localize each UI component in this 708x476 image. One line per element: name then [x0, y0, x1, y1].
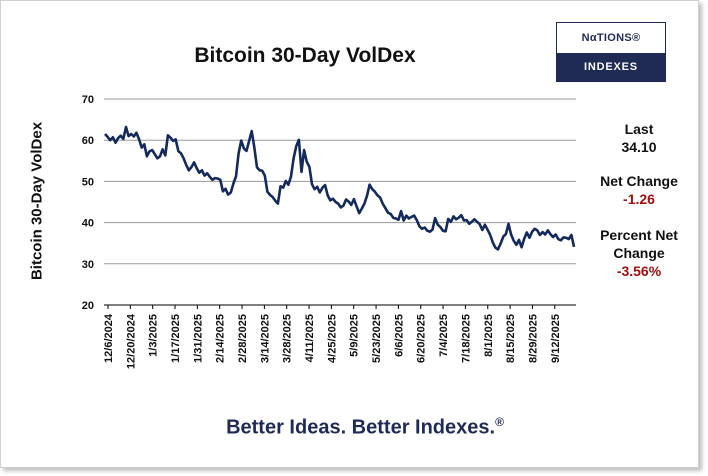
x-tick-label: 8/1/2025	[483, 314, 495, 357]
y-tick-label: 50	[82, 176, 94, 188]
net-change-label: Net Change	[600, 173, 678, 189]
y-tick-label: 40	[82, 218, 94, 230]
x-tick-label: 3/14/2025	[259, 314, 271, 363]
x-tick-label: 7/4/2025	[438, 314, 450, 357]
net-change-block: Net Change -1.26	[580, 172, 698, 208]
last-value: 34.10	[621, 139, 657, 155]
y-tick-label: 20	[82, 300, 94, 312]
x-tick-label: 8/15/2025	[505, 314, 517, 363]
percent-net-change-block: Percent Net Change -3.56%	[580, 226, 698, 280]
percent-net-change-value: -3.56%	[616, 263, 662, 279]
x-tick-label: 7/18/2025	[460, 314, 472, 363]
x-tick-label: 6/6/2025	[393, 314, 405, 357]
net-change-value: -1.26	[623, 191, 655, 207]
x-tick-label: 9/12/2025	[550, 314, 562, 363]
last-label: Last	[624, 121, 654, 137]
chart-title: Bitcoin 30-Day VolDex	[194, 44, 416, 67]
x-tick-label: 6/20/2025	[416, 314, 428, 363]
y-tick-label: 70	[82, 94, 94, 106]
x-tick-label: 2/28/2025	[237, 314, 249, 363]
x-tick-label: 3/28/2025	[282, 314, 294, 363]
x-tick-label: 1/3/2025	[148, 314, 160, 357]
slogan-text: Better Ideas. Better Indexes.	[226, 416, 496, 439]
y-tick-label: 30	[82, 259, 94, 271]
x-tick-label: 1/31/2025	[192, 314, 204, 363]
x-tick-label: 4/11/2025	[304, 314, 316, 362]
y-tick-label: 60	[82, 135, 94, 147]
registered-mark: ®	[495, 415, 504, 429]
x-tick-label: 12/20/2024	[125, 313, 137, 369]
slogan: Better Ideas. Better Indexes.®	[150, 415, 580, 440]
x-tick-label: 4/25/2025	[326, 314, 338, 363]
x-tick-label: 1/17/2025	[170, 314, 182, 363]
nations-indexes-logo: NαTIONS® INDEXES	[556, 22, 666, 82]
logo-bottom-text: INDEXES	[557, 53, 665, 81]
x-tick-label: 5/23/2025	[371, 314, 383, 363]
percent-net-change-label-line2: Change	[613, 245, 665, 261]
logo-top-text: NαTIONS®	[557, 23, 665, 53]
series-line	[104, 125, 576, 251]
last-block: Last 34.10	[580, 120, 698, 156]
x-tick-label: 5/9/2025	[349, 314, 361, 357]
y-tick-labels: 20 30 40 50 60 70	[82, 94, 94, 312]
percent-net-change-label-line1: Percent Net	[600, 227, 678, 243]
x-tick-labels: 12/6/2024 12/20/2024 1/3/2025 1/17/2025 1/31…	[103, 305, 562, 369]
x-tick-label: 2/14/2025	[215, 314, 227, 363]
x-tick-label: 8/29/2025	[527, 314, 539, 363]
x-tick-label: 12/6/2024	[103, 313, 115, 363]
gridlines	[104, 98, 576, 265]
